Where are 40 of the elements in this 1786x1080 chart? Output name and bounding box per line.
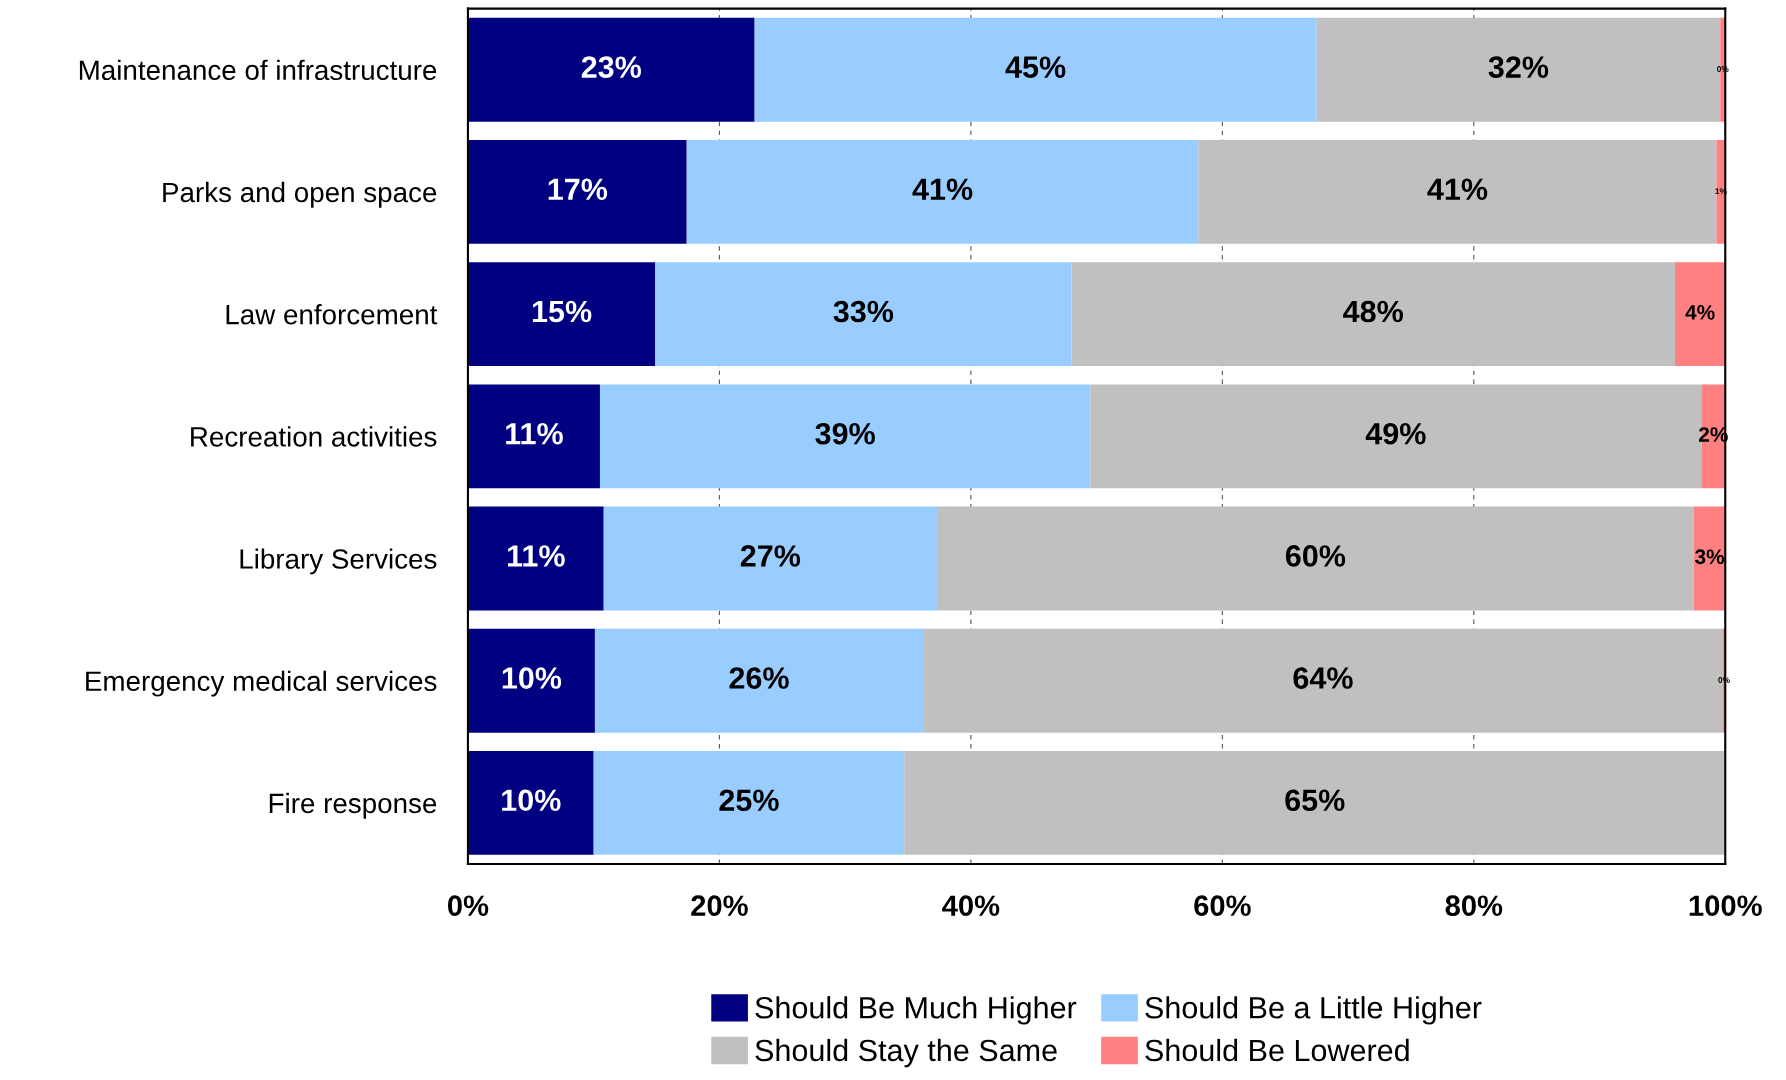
data-label: 10% [502,789,561,812]
data-label: 45% [1005,56,1066,78]
x-tick-label: 20% [691,895,748,916]
data-label: 17% [548,178,608,201]
legend-label: Should Be Lowered [1145,1038,1409,1062]
data-label: 15% [532,300,592,323]
data-label: 60% [1285,545,1346,567]
y-tick-label: Law enforcement [226,304,438,325]
legend-label: Should Stay the Same [755,1038,1057,1068]
x-tick-label: 80% [1445,895,1503,916]
data-label: 23% [581,56,642,78]
data-label: 33% [833,300,894,323]
data-label: 11% [506,422,563,445]
y-tick-label: Library Services [240,548,437,575]
y-tick-label: Fire response [269,792,437,819]
data-label: 41% [912,178,973,201]
x-tick-label: 60% [1194,895,1251,916]
data-label: 4% [1685,305,1715,320]
data-label: 10% [502,667,562,689]
legend-label: Should Be Much Higher [755,996,1077,1025]
data-label: 27% [740,545,801,567]
y-tick-label: Maintenance of infrastructure [79,59,437,81]
y-tick-label: Emergency medical services [86,670,437,697]
data-label: 49% [1365,422,1426,445]
data-label: 39% [815,422,875,445]
x-tick-label: 100% [1689,895,1762,916]
data-label: 11% [508,545,565,567]
y-tick-label: Parks and open space [163,181,437,208]
data-label: 26% [729,667,789,689]
data-label: 64% [1293,667,1353,689]
data-label: 48% [1343,300,1403,323]
data-label: 32% [1488,56,1549,78]
data-label: 25% [719,789,779,812]
data-label: 3% [1694,549,1725,565]
data-label: 65% [1285,789,1345,812]
y-tick-label: Recreation activities [191,426,437,447]
x-tick-label: 0% [448,895,489,916]
x-tick-label: 40% [942,895,1000,916]
legend-label: Should Be a Little Higher [1145,996,1482,1025]
data-label: 41% [1427,178,1488,201]
